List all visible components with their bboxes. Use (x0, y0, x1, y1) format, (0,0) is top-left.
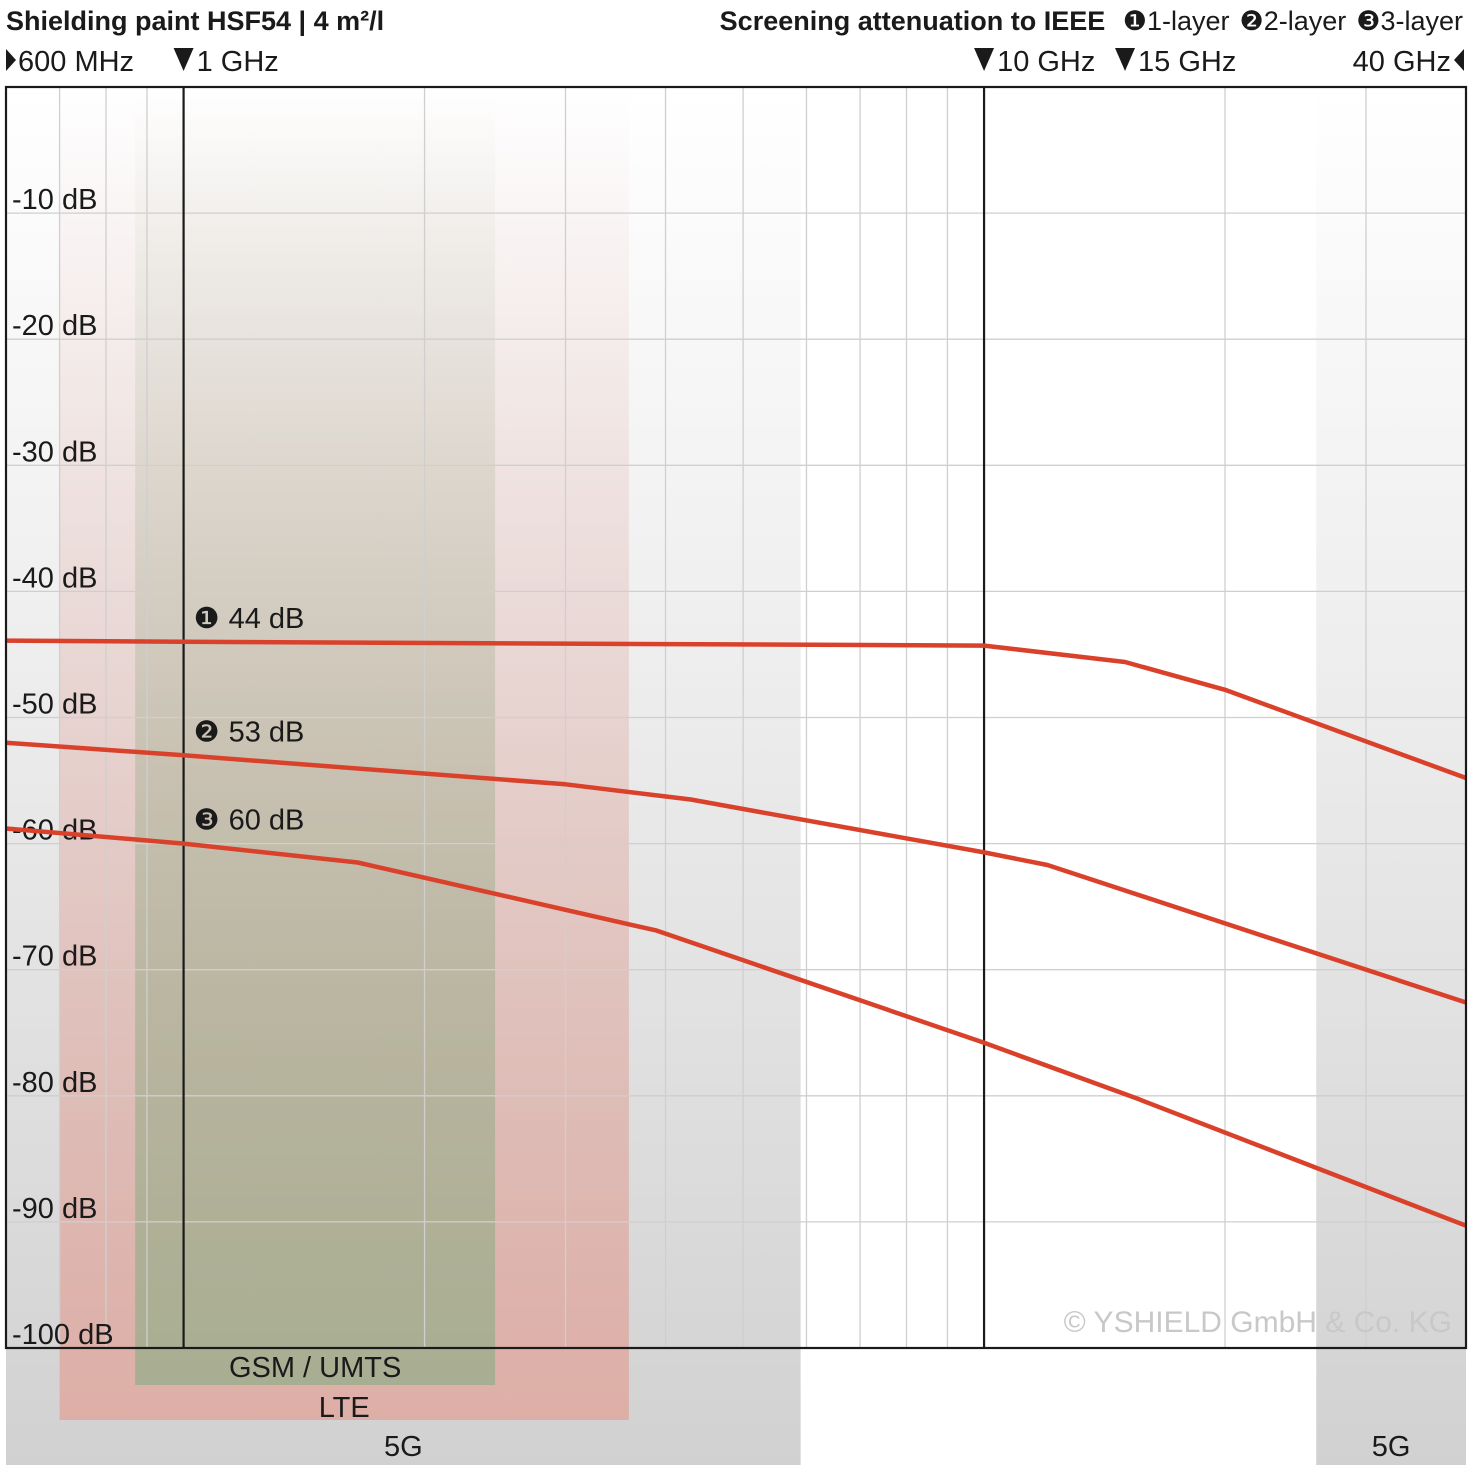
y-tick-label: -70 dB (12, 941, 97, 973)
marker-pointer (1115, 48, 1136, 71)
series-line (5, 826, 1467, 1228)
value-label: 44 dB (229, 603, 305, 635)
chart-title: Shielding paint HSF54 | 4 m²/l (6, 6, 384, 36)
marker-label: 600 MHz (18, 46, 134, 78)
band-label: 5G (384, 1431, 423, 1463)
y-tick-label: -30 dB (12, 436, 97, 468)
subtitle: Screening attenuation to IEEE (720, 6, 1106, 36)
value-label: 60 dB (229, 805, 305, 837)
legend-marker: ❸ (1356, 6, 1380, 36)
marker-label: 10 GHz (997, 46, 1095, 78)
plot-frame (4, 85, 1468, 1350)
y-tick-label: -20 dB (12, 310, 97, 342)
value-label-marker: ❷ (194, 716, 220, 748)
value-label-marker: ❶ (194, 603, 220, 635)
band (1316, 87, 1466, 1465)
value-label-marker: ❸ (194, 805, 220, 837)
y-tick-label: -80 dB (12, 1067, 97, 1099)
series-line (5, 638, 1467, 781)
y-tick-label: -100 dB (12, 1319, 114, 1351)
marker-pointer (173, 48, 194, 71)
legend-marker: ❷ (1240, 6, 1264, 36)
y-tick-label: -50 dB (12, 689, 97, 721)
band-label: 5G (1372, 1431, 1411, 1463)
band-label: GSM / UMTS (229, 1352, 401, 1384)
marker-pointer (6, 49, 16, 71)
value-label: 53 dB (229, 716, 305, 748)
band (135, 87, 496, 1385)
marker-label: 15 GHz (1138, 46, 1236, 78)
marker-pointer (974, 48, 995, 71)
copyright: © YSHIELD GmbH & Co. KG (1064, 1306, 1452, 1339)
y-tick-label: -90 dB (12, 1193, 97, 1225)
legend-marker: ❶ (1123, 6, 1147, 36)
legend-label: 1-layer (1147, 6, 1230, 36)
series-line (5, 740, 1467, 1005)
legend: Screening attenuation to IEEE ❶1-layer ❷2… (720, 6, 1463, 36)
marker-label: 40 GHz (1353, 46, 1451, 78)
y-tick-label: -40 dB (12, 562, 97, 594)
marker-label: 1 GHz (197, 46, 279, 78)
legend-label: 3-layer (1380, 6, 1463, 36)
legend-label: 2-layer (1264, 6, 1347, 36)
y-tick-label: -10 dB (12, 184, 97, 216)
band-label: LTE (319, 1392, 370, 1424)
marker-pointer (1454, 49, 1464, 71)
